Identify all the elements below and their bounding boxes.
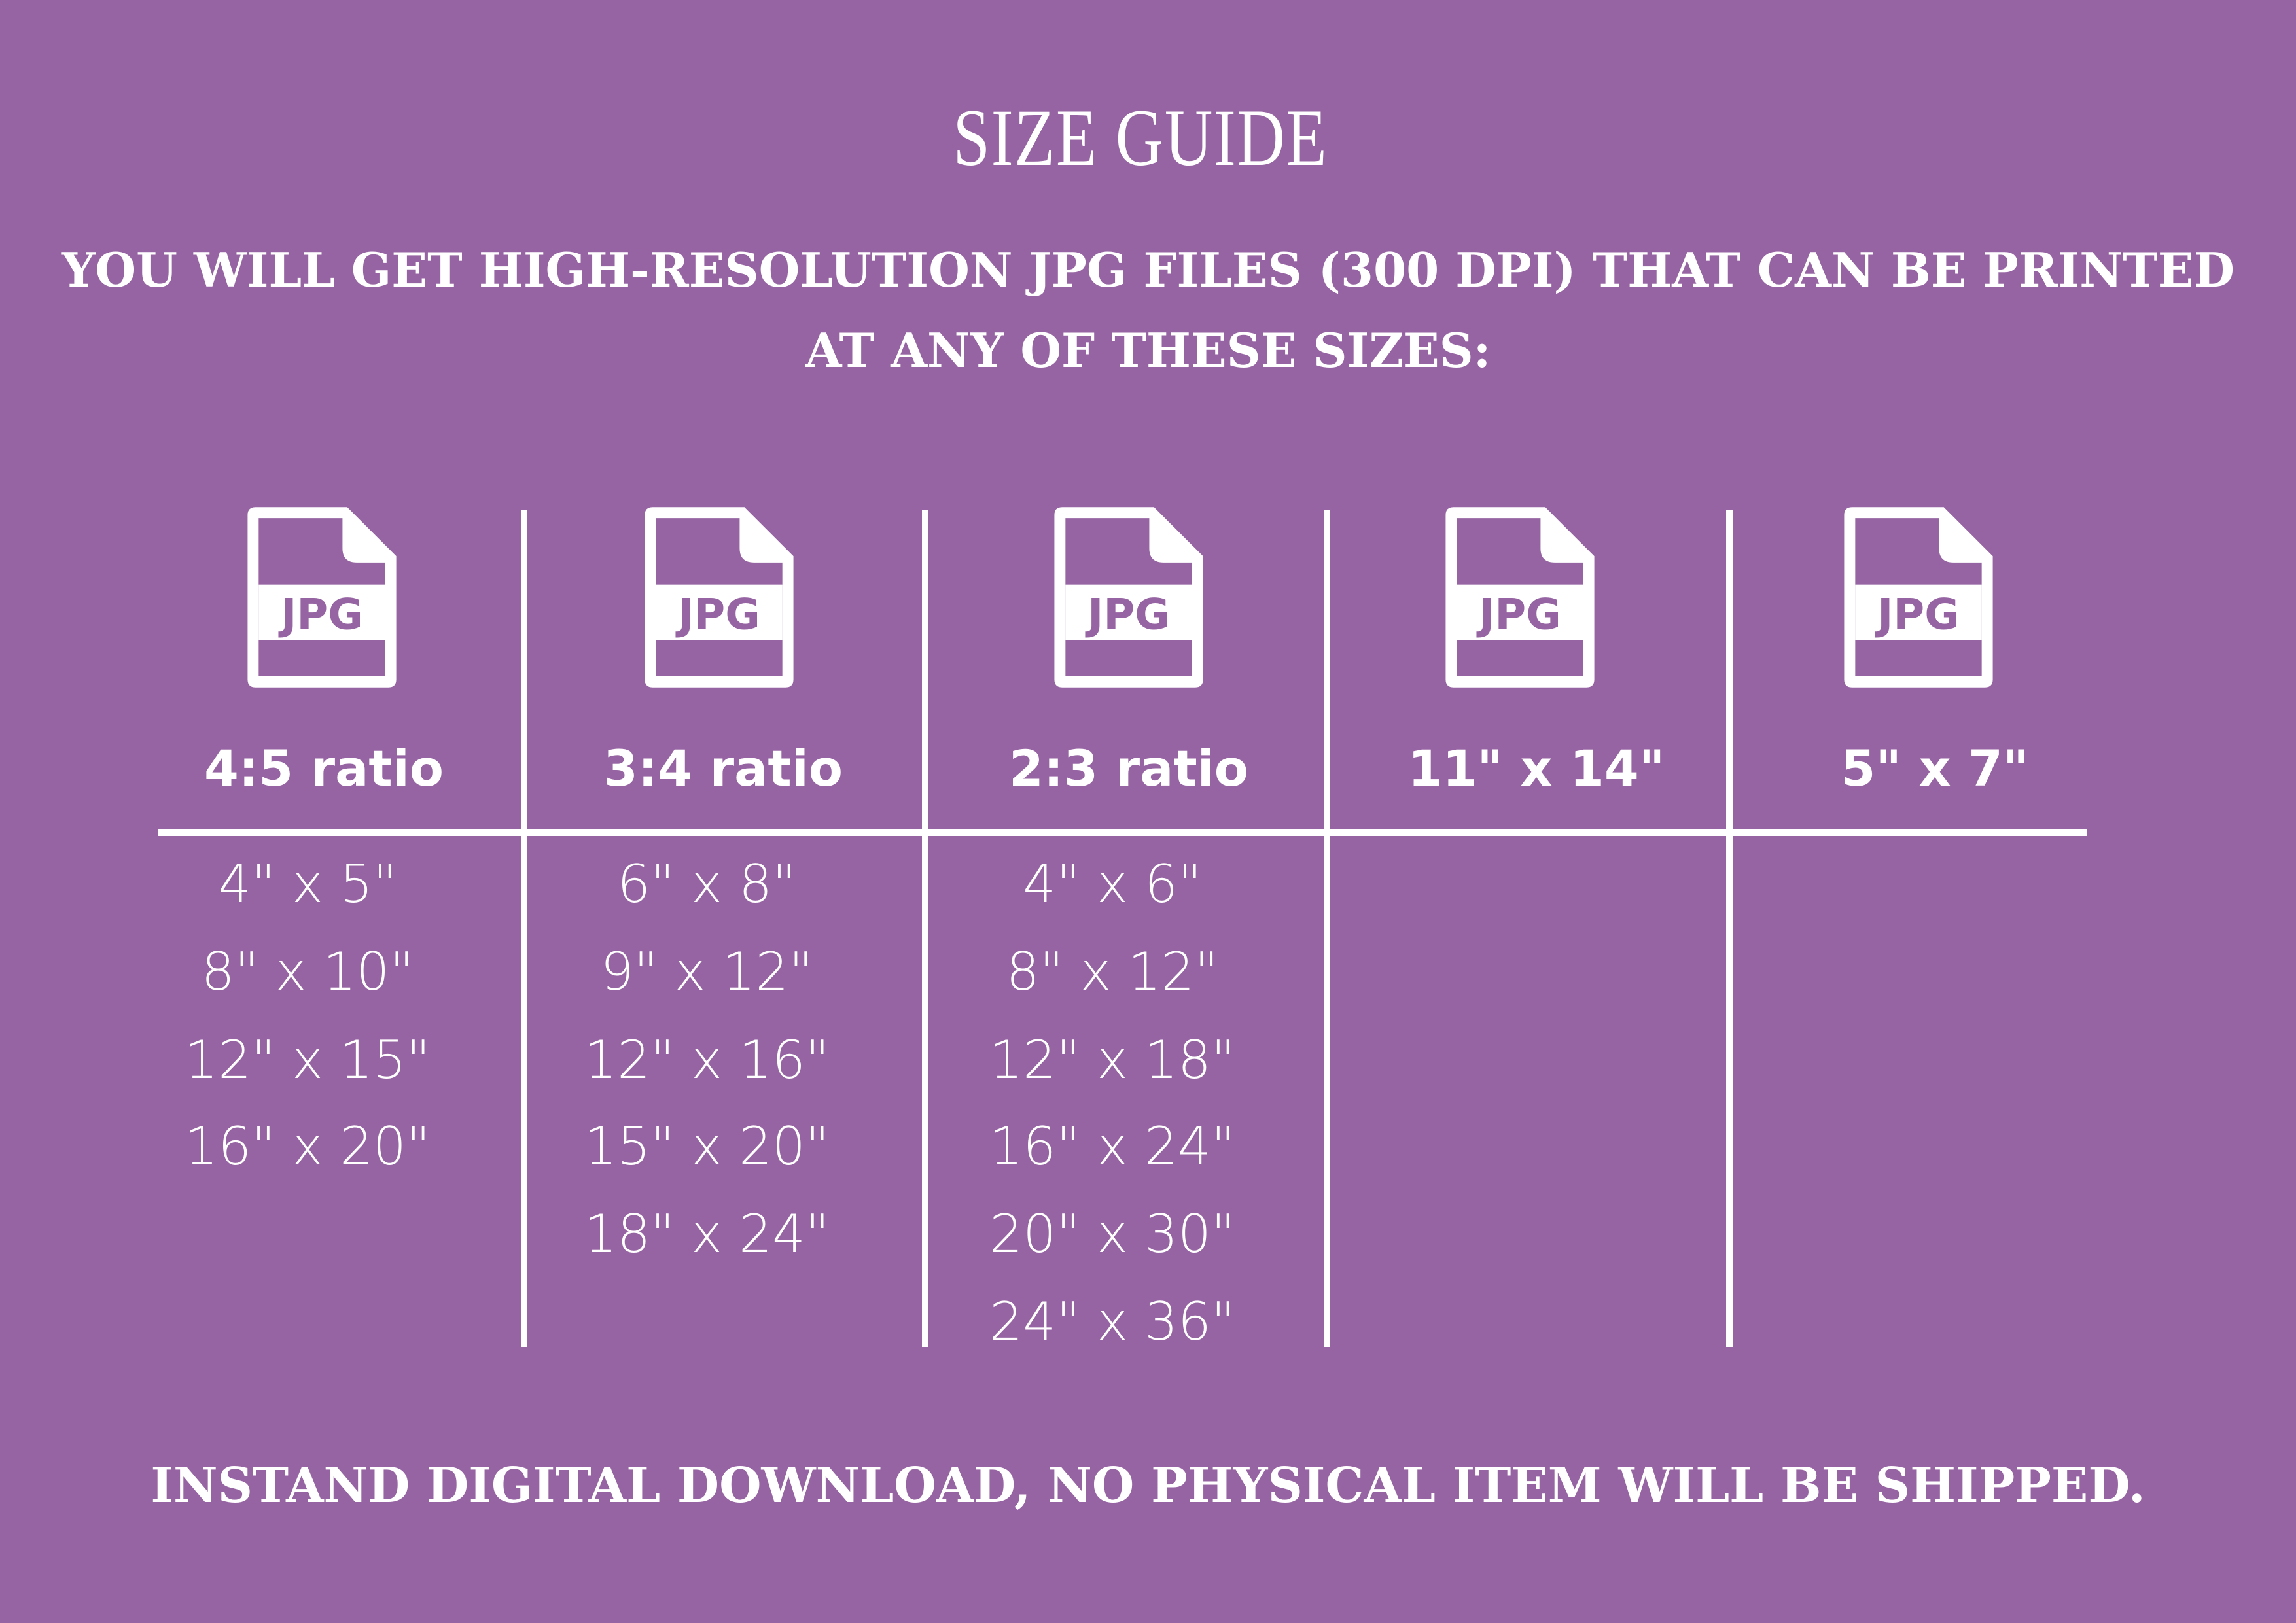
subtitle-line-1: YOU WILL GET HIGH-RESOLUTION JPG FILES (… [61, 242, 2235, 298]
jpg-file-icon: JPG [645, 507, 794, 688]
column-divider [1726, 510, 1733, 1347]
icon-label: JPG [278, 589, 363, 639]
print-size: 6" x 8" [617, 854, 796, 915]
column-divider [922, 510, 928, 1347]
jpg-file-icon: JPG [1445, 507, 1595, 688]
column-divider [1324, 510, 1330, 1347]
column-header: 2:3 ratio [1009, 739, 1248, 797]
column-header: 11" x 14" [1407, 739, 1665, 797]
icon-label: JPG [1476, 589, 1561, 639]
jpg-file-icon: JPG [1054, 507, 1203, 688]
print-size: 12" x 18" [989, 1030, 1235, 1091]
icon-label: JPG [675, 589, 760, 639]
jpg-file-icon: JPG [1844, 507, 1993, 688]
table-header-divider [158, 829, 2087, 836]
print-size: 8" x 10" [201, 941, 414, 1002]
icon-label: JPG [1875, 589, 1960, 639]
print-size: 15" x 20" [584, 1116, 830, 1177]
print-size: 16" x 20" [185, 1116, 431, 1177]
column-header: 4:5 ratio [204, 739, 444, 797]
print-size: 12" x 15" [185, 1030, 431, 1091]
icon-label: JPG [1085, 589, 1170, 639]
column-header: 3:4 ratio [603, 739, 843, 797]
print-size: 20" x 30" [989, 1204, 1235, 1265]
subtitle-line-2: AT ANY OF THESE SIZES: [805, 323, 1491, 378]
print-size: 18" x 24" [584, 1204, 830, 1265]
page-title: SIZE GUIDE [953, 93, 1328, 183]
footer-note: INSTAND DIGITAL DOWNLOAD, NO PHYSICAL IT… [150, 1457, 2146, 1514]
column-divider [521, 510, 527, 1347]
print-size: 8" x 12" [1006, 941, 1219, 1002]
jpg-file-icon: JPG [247, 507, 397, 688]
print-size: 24" x 36" [989, 1291, 1235, 1352]
print-size: 4" x 5" [218, 854, 397, 915]
print-size: 12" x 16" [584, 1030, 830, 1091]
print-size: 9" x 12" [600, 941, 813, 1002]
print-size: 16" x 24" [989, 1116, 1235, 1177]
print-size: 4" x 6" [1023, 854, 1202, 915]
column-header: 5" x 7" [1841, 739, 2029, 797]
